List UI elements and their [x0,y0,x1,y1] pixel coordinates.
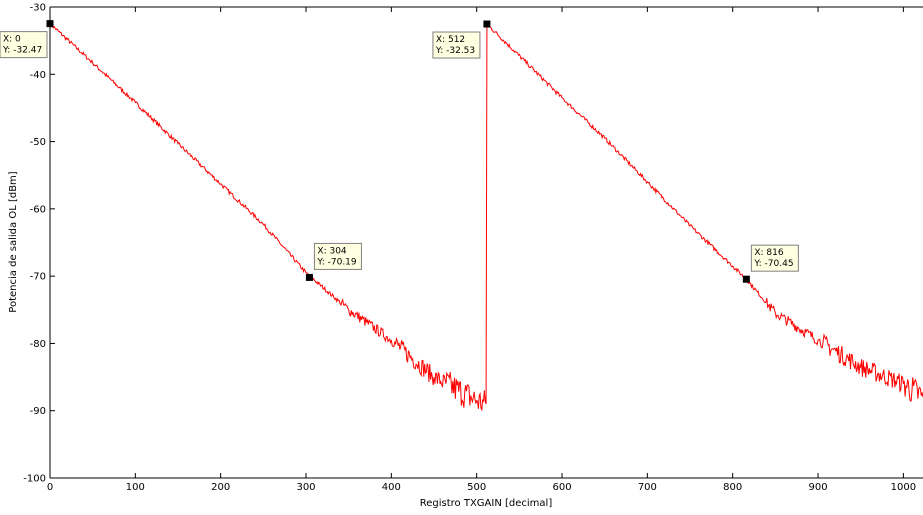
datatip-y-text: Y: -32.47 [2,46,42,56]
datatip-box [432,31,481,59]
datatip-x-text: X: 0 [3,35,21,45]
x-axis-label: Registro TXGAIN [decimal] [420,498,553,509]
x-tick-label: 700 [638,482,657,493]
y-tick-label: -40 [30,70,46,81]
datatip-box [313,242,362,270]
datatip-box [750,244,799,272]
y-tick-label: -60 [30,204,46,215]
datatip-marker [483,20,491,28]
datatip-marker [742,275,750,283]
y-axis-label: Potencia de salida OL [dBm] [8,171,19,312]
datatip-x-text: X: 512 [436,35,465,45]
y-tick-label: -70 [30,272,46,283]
datatip-y-text: Y: -70.19 [316,257,356,267]
y-tick-label: -80 [30,339,46,350]
datatip-marker [305,273,313,281]
y-tick-label: -90 [30,406,46,417]
x-tick-label: 500 [467,482,486,493]
datatip-x-text: X: 816 [754,248,784,258]
x-tick-label: 600 [552,482,571,493]
datatip: X: 0Y: -32.47 [0,31,48,59]
axes-layer: 0 100 200 300 400 500 600 700 800 900 1000 -100 -90 -… [23,3,923,493]
x-tick-label: 1000 [891,482,916,493]
x-tick-label: 300 [296,482,315,493]
x-tick-label: 400 [382,482,401,493]
series-layer [49,21,923,412]
x-tick-label: 100 [126,482,145,493]
series-line [49,21,923,412]
x-tick-label: 900 [808,482,827,493]
datatip-x-text: X: 304 [317,246,347,256]
datatip-y-text: Y: -70.45 [753,259,793,269]
y-tick-label: -30 [30,3,46,14]
y-tick-label: -100 [23,474,46,485]
x-tick-label: 200 [211,482,230,493]
x-tick-label: 800 [723,482,742,493]
datatip-marker [46,20,54,28]
x-tick-label: 0 [47,482,53,493]
datatip-box [0,31,48,59]
y-tick-label: -50 [30,137,46,148]
datatip-y-text: Y: -32.53 [435,46,475,56]
markers-layer [46,20,750,283]
